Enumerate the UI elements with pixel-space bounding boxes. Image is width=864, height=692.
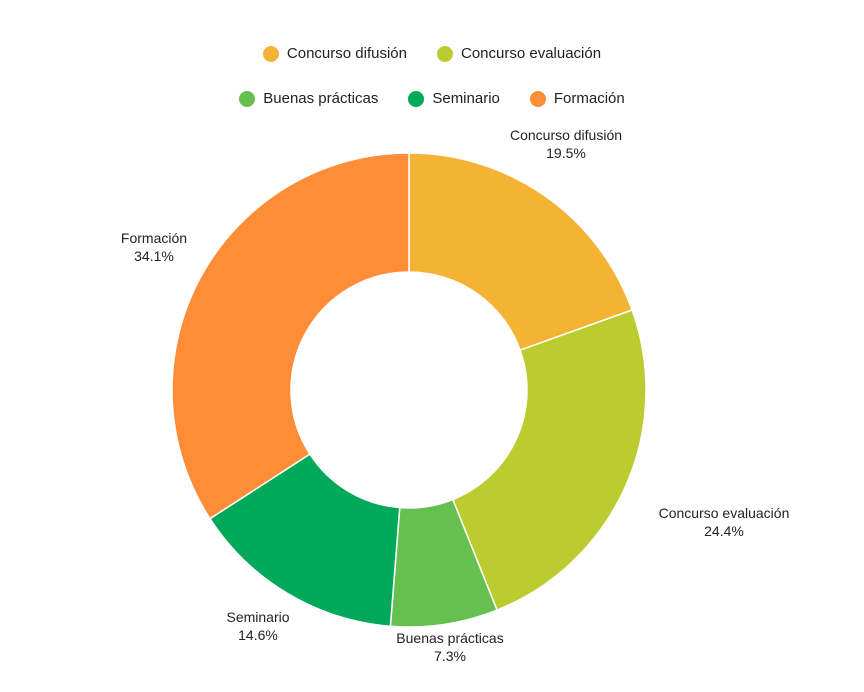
legend-item[interactable]: Formación — [529, 90, 625, 107]
slice-value-label: 7.3% — [434, 648, 466, 664]
slice-value-label: 19.5% — [546, 145, 586, 161]
legend-label: Formación — [553, 90, 625, 107]
legend-label: Seminario — [432, 90, 500, 107]
legend-row-2: Buenas prácticas Seminario Formación — [0, 90, 864, 107]
legend-item[interactable]: Seminario — [408, 90, 500, 107]
slice-label: Seminario — [226, 609, 289, 625]
legend-dot — [529, 90, 546, 107]
slice-concurso-evaluación[interactable] — [451, 309, 647, 612]
slice-seminario[interactable] — [208, 453, 401, 628]
legend-dot — [239, 90, 256, 107]
legend-dot — [262, 45, 279, 62]
slice-value-label: 34.1% — [134, 248, 174, 264]
legend-item[interactable]: Concurso evaluación — [436, 45, 602, 62]
legend-item[interactable]: Buenas prácticas — [239, 90, 378, 107]
legend-dot — [408, 90, 425, 107]
legend-label: Buenas prácticas — [263, 90, 379, 107]
slice-value-label: 14.6% — [238, 627, 278, 643]
slice-label: Buenas prácticas — [396, 630, 503, 646]
slice-value-label: 24.4% — [704, 523, 744, 539]
legend-dot — [436, 45, 453, 62]
slice-concurso-difusión[interactable] — [408, 152, 634, 352]
slice-formación[interactable] — [171, 152, 410, 520]
legend-label: Concurso evaluación — [460, 45, 602, 62]
slice-label: Concurso evaluación — [659, 505, 790, 521]
legend-item[interactable]: Concurso difusión — [262, 45, 407, 62]
legend-label: Concurso difusión — [286, 45, 407, 62]
slice-label: Formación — [121, 230, 187, 246]
legend-row-1: Concurso difusión Concurso evaluación — [0, 45, 864, 62]
slice-label: Concurso difusión — [510, 127, 622, 143]
